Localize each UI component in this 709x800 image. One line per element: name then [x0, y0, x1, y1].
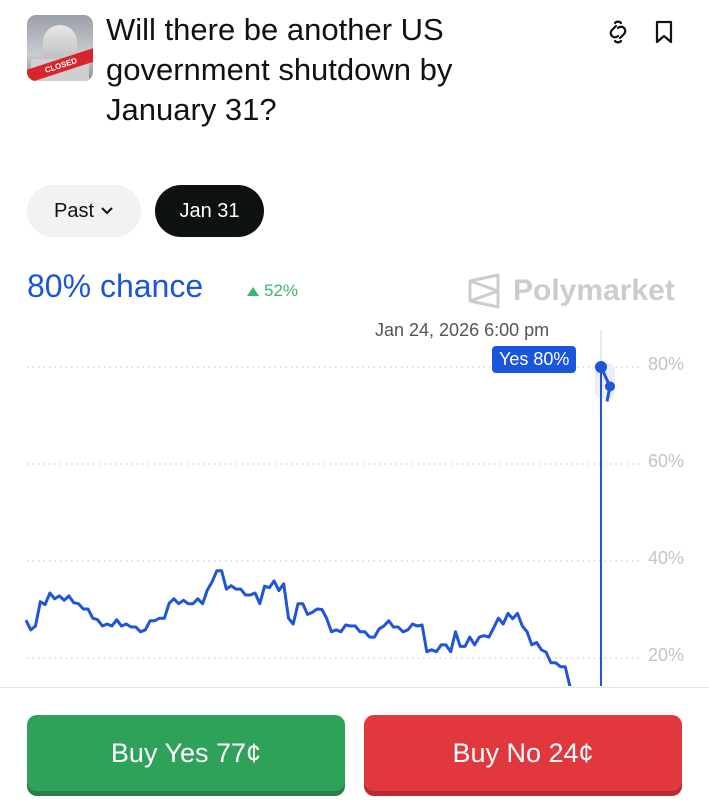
- y-tick-60: 60%: [648, 451, 685, 471]
- buy-yes-button[interactable]: Buy Yes 77¢: [27, 715, 345, 791]
- hover-date: Jan 24, 2026 6:00 pm: [375, 320, 550, 340]
- price-chart[interactable]: [0, 300, 709, 687]
- polymarket-logo-icon: [468, 273, 500, 309]
- buy-no-button[interactable]: Buy No 24¢: [364, 715, 682, 791]
- market-thumbnail: CLOSED: [27, 15, 93, 81]
- latest-point: [605, 381, 615, 392]
- polymarket-logo: Polymarket: [467, 273, 675, 309]
- y-tick-20: 20%: [648, 645, 685, 665]
- chance-value: 80% chance: [27, 268, 204, 304]
- past-label: Past: [53, 199, 95, 222]
- hover-value-tag: Yes 80%: [492, 346, 577, 373]
- triangle-up-icon: [247, 286, 259, 296]
- date-label: Jan 31: [179, 199, 240, 222]
- trade-bar: Buy Yes 77¢ Buy No 24¢: [0, 687, 709, 800]
- change-badge: 52%: [246, 281, 298, 301]
- y-tick-80: 80%: [648, 354, 685, 374]
- brand-name: Polymarket: [513, 274, 675, 307]
- change-value: 52%: [264, 281, 299, 300]
- y-tick-40: 40%: [648, 548, 685, 568]
- market-title: Will there be another US government shut…: [106, 12, 453, 127]
- bookmark-icon[interactable]: [650, 18, 678, 46]
- hover-point: [595, 361, 607, 373]
- past-dropdown[interactable]: Past: [27, 185, 141, 237]
- date-tab-jan-31[interactable]: Jan 31: [155, 185, 264, 237]
- yes-price-line: [24, 569, 572, 686]
- link-icon[interactable]: [604, 18, 632, 46]
- chevron-down-icon: [101, 207, 113, 215]
